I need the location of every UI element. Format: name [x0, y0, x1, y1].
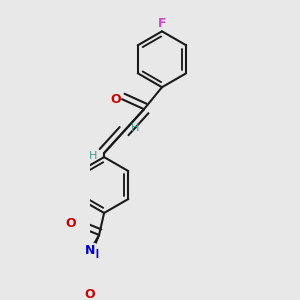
Text: H: H: [89, 151, 97, 161]
Text: N: N: [89, 248, 99, 261]
Text: O: O: [85, 288, 95, 300]
Text: N: N: [85, 244, 95, 257]
Text: H: H: [131, 123, 139, 133]
Text: F: F: [158, 17, 166, 30]
Text: O: O: [66, 218, 76, 230]
Text: O: O: [111, 93, 122, 106]
